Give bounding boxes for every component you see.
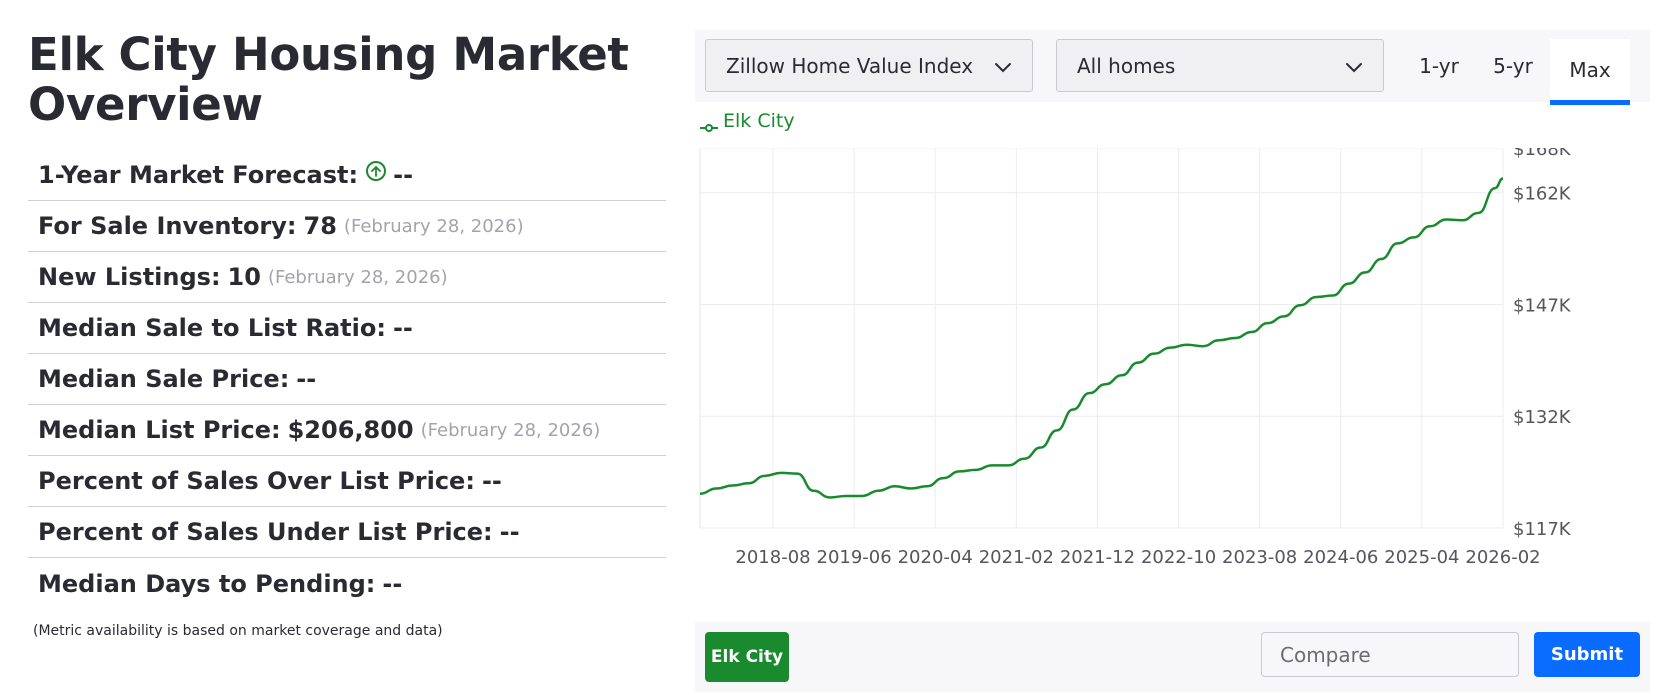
metric-sales-under-list: Percent of Sales Under List Price: -- <box>28 507 666 558</box>
metric-value: $206,800 <box>287 416 414 444</box>
elk-city-chip[interactable]: Elk City <box>705 632 789 682</box>
metric-select-value: Zillow Home Value Index <box>726 53 974 78</box>
home-type-select[interactable]: All homes <box>1056 39 1384 92</box>
metric-date: (February 28, 2026) <box>267 266 448 288</box>
metric-median-list-price: Median List Price: $206,800 (February 28… <box>28 405 666 456</box>
compare-input[interactable] <box>1261 632 1519 677</box>
metric-value: -- <box>499 518 520 546</box>
metric-value: 78 <box>303 212 337 240</box>
metric-label: Percent of Sales Over List Price: <box>38 467 475 495</box>
x-tick-label: 2018-08 <box>735 547 810 568</box>
metric-for-sale-inventory: For Sale Inventory: 78 (February 28, 202… <box>28 201 666 252</box>
x-tick-label: 2025-04 <box>1384 547 1459 568</box>
metric-sale-to-list-ratio: Median Sale to List Ratio: -- <box>28 303 666 354</box>
x-tick-label: 2024-06 <box>1303 547 1378 568</box>
metric-value: -- <box>393 161 414 189</box>
metric-value: 10 <box>227 263 261 291</box>
page-title: Elk City Housing Market Overview <box>28 28 629 131</box>
y-tick-label: $132K <box>1513 407 1572 428</box>
metric-select[interactable]: Zillow Home Value Index <box>705 39 1033 92</box>
metric-value: -- <box>481 467 502 495</box>
metric-label: Median Days to Pending: <box>38 569 376 598</box>
availability-note: (Metric availability is based on market … <box>33 623 443 639</box>
chevron-down-icon <box>1345 57 1363 81</box>
range-1yr-button[interactable]: 1-yr <box>1419 53 1459 78</box>
y-tick-label: $168K <box>1513 148 1572 160</box>
chart-panel: Zillow Home Value Index All homes 1-yr 5… <box>695 30 1650 692</box>
y-tick-label: $147K <box>1513 295 1572 316</box>
metrics-list: 1-Year Market Forecast: -- For Sale Inve… <box>28 150 666 609</box>
x-tick-label: 2026-02 <box>1465 547 1540 568</box>
x-tick-label: 2021-02 <box>979 547 1054 568</box>
range-5yr-button[interactable]: 5-yr <box>1493 53 1533 78</box>
metric-new-listings: New Listings: 10 (February 28, 2026) <box>28 252 666 303</box>
submit-button[interactable]: Submit <box>1534 632 1640 677</box>
x-tick-label: 2022-10 <box>1141 547 1216 568</box>
metric-label: 1-Year Market Forecast: <box>38 161 359 189</box>
plot-area <box>699 148 1504 529</box>
x-tick-label: 2023-08 <box>1222 547 1297 568</box>
y-tick-label: $162K <box>1513 184 1572 205</box>
compare-bar: Elk City Submit <box>695 622 1650 692</box>
metric-label: Median List Price: <box>38 416 281 444</box>
home-value-chart: $117K $132K $147K $162K $168K 2018-08 2019-06 2… <box>699 148 1572 568</box>
y-tick-label: $117K <box>1513 519 1572 540</box>
metric-value: -- <box>382 569 403 598</box>
range-max-button[interactable]: Max <box>1550 39 1630 105</box>
legend-line-icon <box>700 116 718 132</box>
legend-label: Elk City <box>723 110 795 132</box>
chart-legend[interactable]: Elk City <box>700 110 795 132</box>
metric-forecast: 1-Year Market Forecast: -- <box>28 150 666 201</box>
metric-label: Median Sale Price: <box>38 365 290 393</box>
chevron-down-icon <box>994 57 1012 81</box>
metric-sales-over-list: Percent of Sales Over List Price: -- <box>28 456 666 507</box>
x-tick-label: 2019-06 <box>817 547 892 568</box>
overview-section: Elk City Housing Market Overview 1-Year … <box>28 30 666 639</box>
home-type-select-value: All homes <box>1077 53 1176 78</box>
metric-label: Median Sale to List Ratio: <box>38 314 386 342</box>
metric-date: (February 28, 2026) <box>343 215 524 237</box>
metric-days-to-pending: Median Days to Pending: -- <box>28 558 666 609</box>
metric-label: Percent of Sales Under List Price: <box>38 518 493 546</box>
arrow-up-circle-icon <box>366 161 387 181</box>
series-line-elk-city <box>699 177 1504 499</box>
metric-median-sale-price: Median Sale Price: -- <box>28 354 666 405</box>
x-tick-label: 2020-04 <box>898 547 973 568</box>
metric-label: New Listings: <box>38 263 221 291</box>
metric-label: For Sale Inventory: <box>38 212 297 240</box>
metric-date: (February 28, 2026) <box>420 419 601 441</box>
metric-value: -- <box>392 314 413 342</box>
chart-controls: Zillow Home Value Index All homes 1-yr 5… <box>695 30 1650 105</box>
metric-value: -- <box>296 365 317 393</box>
x-tick-label: 2021-12 <box>1060 547 1135 568</box>
